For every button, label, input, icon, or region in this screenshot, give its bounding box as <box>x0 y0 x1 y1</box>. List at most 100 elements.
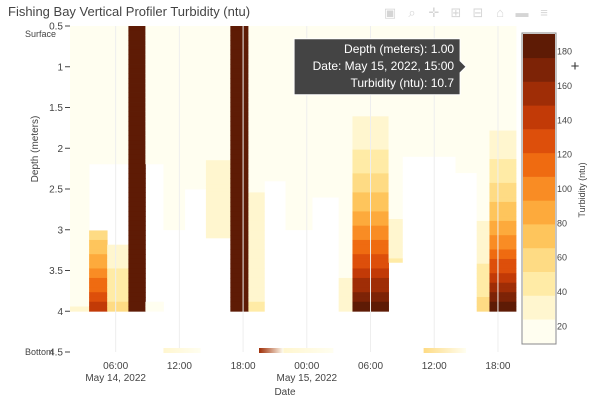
heatmap-cell[interactable] <box>285 32 313 37</box>
heatmap-cell[interactable] <box>184 172 207 176</box>
heatmap-cell[interactable] <box>248 26 265 32</box>
heatmap-cell[interactable] <box>455 158 478 161</box>
heatmap-cell[interactable] <box>230 140 249 146</box>
heatmap-cell[interactable] <box>285 104 313 108</box>
heatmap-cell[interactable] <box>423 102 456 105</box>
heatmap-cell[interactable] <box>163 141 186 146</box>
heatmap-cell[interactable] <box>230 220 249 227</box>
heatmap-cell[interactable] <box>423 119 456 123</box>
heatmap-cell[interactable] <box>285 195 313 200</box>
heatmap-cell[interactable] <box>230 159 249 165</box>
zoom-out-icon[interactable]: ⊟ <box>472 5 484 20</box>
heatmap-cell[interactable] <box>184 28 207 32</box>
heatmap-cell[interactable] <box>107 125 129 131</box>
heatmap-cell[interactable] <box>205 149 231 154</box>
heatmap-cell[interactable] <box>248 116 265 122</box>
heatmap-cell[interactable] <box>455 150 478 154</box>
heatmap-cell[interactable] <box>70 235 90 241</box>
heatmap-cell[interactable] <box>248 130 265 136</box>
heatmap-cell[interactable] <box>230 68 249 74</box>
heatmap-cell[interactable] <box>128 40 146 46</box>
heatmap-cell[interactable] <box>230 273 249 279</box>
heatmap-cell[interactable] <box>489 187 517 193</box>
heatmap-cell[interactable] <box>248 106 265 112</box>
heatmap-cell[interactable] <box>338 254 353 260</box>
heatmap-cell[interactable] <box>163 165 186 170</box>
heatmap-cell[interactable] <box>338 263 353 269</box>
heatmap-cell[interactable] <box>312 134 340 138</box>
heatmap-cell[interactable] <box>264 103 286 107</box>
heatmap-cell[interactable] <box>128 244 146 250</box>
heatmap-cell[interactable] <box>230 97 249 103</box>
heatmap-cell[interactable] <box>455 133 478 137</box>
heatmap-cell[interactable] <box>205 100 231 105</box>
heatmap-cell[interactable] <box>230 87 249 93</box>
heatmap-cell[interactable] <box>89 97 108 103</box>
heatmap-cell[interactable] <box>89 235 108 241</box>
heatmap-cell[interactable] <box>489 49 517 55</box>
heatmap-cell[interactable] <box>89 301 108 307</box>
heatmap-cell[interactable] <box>489 68 517 74</box>
heatmap-cell[interactable] <box>70 87 90 93</box>
heatmap-cell[interactable] <box>489 116 517 122</box>
heatmap-cell[interactable] <box>128 263 146 269</box>
heatmap-cell[interactable] <box>388 191 403 196</box>
heatmap-cell[interactable] <box>264 149 286 153</box>
heatmap-cell[interactable] <box>107 282 129 288</box>
heatmap-cell[interactable] <box>455 114 478 117</box>
heatmap-cell[interactable] <box>264 157 286 161</box>
heatmap-cell[interactable] <box>128 121 146 127</box>
heatmap-cell[interactable] <box>184 34 207 38</box>
heatmap-cell[interactable] <box>70 130 90 136</box>
heatmap-cell[interactable] <box>184 96 207 100</box>
heatmap-cell[interactable] <box>455 55 478 59</box>
heatmap-cell[interactable] <box>205 199 231 203</box>
heatmap-cell[interactable] <box>312 94 340 98</box>
heatmap-cell[interactable] <box>248 54 265 60</box>
heatmap-cell[interactable] <box>128 45 146 51</box>
heatmap-cell[interactable] <box>264 95 286 99</box>
heatmap-cell[interactable] <box>70 182 90 189</box>
heatmap-cell[interactable] <box>312 154 340 158</box>
heatmap-cell[interactable] <box>128 73 146 79</box>
heatmap-cell[interactable] <box>338 149 353 155</box>
heatmap-cell[interactable] <box>402 143 425 146</box>
heatmap-cell[interactable] <box>476 268 490 274</box>
heatmap-cell[interactable] <box>388 199 403 204</box>
heatmap-cell[interactable] <box>285 151 313 156</box>
heatmap-cell[interactable] <box>388 211 403 216</box>
heatmap-cell[interactable] <box>489 130 517 136</box>
heatmap-cell[interactable] <box>312 157 340 161</box>
heatmap-cell[interactable] <box>70 268 90 274</box>
heatmap-cell[interactable] <box>145 87 164 93</box>
heatmap-cell[interactable] <box>184 74 207 79</box>
heatmap-cell[interactable] <box>205 47 231 52</box>
heatmap-cell[interactable] <box>230 239 249 246</box>
heatmap-cell[interactable] <box>184 26 207 30</box>
heatmap-cell[interactable] <box>312 111 340 115</box>
heatmap-cell[interactable] <box>89 149 108 155</box>
heatmap-cell[interactable] <box>89 230 108 236</box>
heatmap-cell[interactable] <box>264 129 286 133</box>
heatmap-cell[interactable] <box>205 142 231 147</box>
heatmap-cell[interactable] <box>312 182 340 187</box>
heatmap-cell[interactable] <box>205 177 231 182</box>
heatmap-cell[interactable] <box>264 139 286 143</box>
heatmap-cell[interactable] <box>184 45 207 49</box>
heatmap-cell[interactable] <box>423 108 456 112</box>
heatmap-cell[interactable] <box>455 82 478 86</box>
heatmap-cell[interactable] <box>264 165 286 169</box>
heatmap-cell[interactable] <box>230 116 249 122</box>
heatmap-cell[interactable] <box>338 235 353 241</box>
heatmap-cell[interactable] <box>128 163 146 170</box>
heatmap-cell[interactable] <box>476 35 490 41</box>
heatmap-cell[interactable] <box>455 40 478 44</box>
heatmap-cell[interactable] <box>163 182 186 187</box>
heatmap-cell[interactable] <box>248 149 265 155</box>
heatmap-cell[interactable] <box>145 154 164 160</box>
heatmap-cell[interactable] <box>388 132 403 137</box>
heatmap-cell[interactable] <box>184 104 207 108</box>
heatmap-cell[interactable] <box>489 220 517 227</box>
heatmap-cell[interactable] <box>476 45 490 51</box>
heatmap-cell[interactable] <box>338 163 353 170</box>
